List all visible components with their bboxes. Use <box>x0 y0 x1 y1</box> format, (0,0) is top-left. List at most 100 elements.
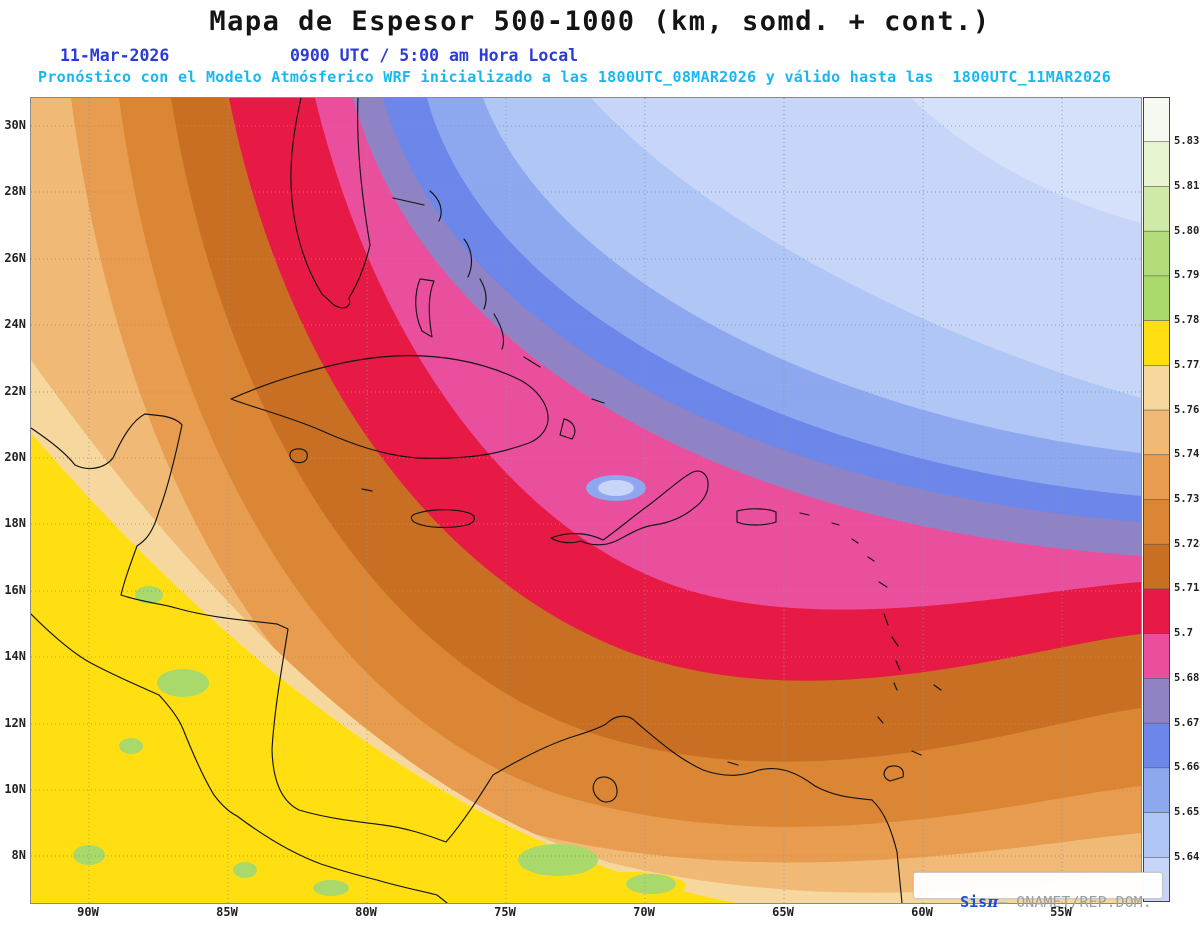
colorbar-label: 5.64 <box>1174 850 1200 863</box>
colorbar-label: 5.831 <box>1174 135 1200 148</box>
green-max-patch <box>157 669 209 697</box>
green-max-patch <box>313 880 349 896</box>
colorbar-segment <box>1143 320 1170 367</box>
colorbar-border <box>1143 97 1170 902</box>
coastline-path <box>429 190 442 222</box>
colorbar-segment <box>1143 454 1170 501</box>
lat-label: 30N <box>4 118 26 132</box>
coastline-path <box>891 636 899 647</box>
coastline-path <box>851 538 859 544</box>
colorbar-segment <box>1143 97 1170 143</box>
colorbar-segment <box>1143 812 1170 859</box>
colorbar-label: 5.724 <box>1174 537 1200 550</box>
coastline-path <box>289 448 308 464</box>
green-max-patch <box>119 738 143 754</box>
coastline-path <box>933 684 942 691</box>
colorbar-segment <box>1143 365 1170 411</box>
green-max-patch <box>233 862 257 878</box>
coastline-path <box>831 522 840 526</box>
colorbar-label: 5.676 <box>1174 716 1200 729</box>
colorbar-label: 5.748 <box>1174 448 1200 461</box>
colorbar-segment <box>1143 678 1170 724</box>
colorbar-label: 5.772 <box>1174 358 1200 371</box>
coastline-path <box>867 556 875 562</box>
watermark-agency: — ONAMET/REP.DOM. <box>998 893 1152 911</box>
lat-label: 26N <box>4 251 26 265</box>
coastline-path <box>31 613 448 903</box>
coastline-path <box>877 716 884 724</box>
colorbar-segment <box>1143 499 1170 546</box>
green-max-patch <box>135 586 163 604</box>
coastline-path <box>410 509 475 529</box>
coastline-path <box>736 508 777 526</box>
map-canvas <box>30 97 1142 904</box>
coastline-path <box>463 238 473 278</box>
colorbar: 5.831 5.819 5.807 5.795 5.783 5.772 5.76 5.748 5… <box>1143 97 1200 902</box>
colorbar-strip <box>1143 97 1170 902</box>
colorbar-segment <box>1143 186 1170 232</box>
coastline-path <box>591 398 605 404</box>
contour-band <box>31 433 1141 903</box>
colorbar-label: 5.664 <box>1174 761 1200 774</box>
coastline-path <box>883 613 889 626</box>
lat-label: 24N <box>4 317 26 331</box>
forecast-line: Pronóstico con el Modelo Atmósferico WRF… <box>38 68 1112 86</box>
lon-label: 75W <box>494 905 516 919</box>
watermark-brand: Sis <box>960 893 988 911</box>
contour-map-svg <box>31 98 1141 903</box>
coastline-path <box>290 98 371 309</box>
coastline-path <box>799 512 810 516</box>
coastline-path <box>361 488 373 492</box>
colorbar-segment <box>1143 409 1170 456</box>
colorbar-label: 5.76 <box>1174 403 1200 416</box>
green-max-patch <box>626 874 676 894</box>
colorbar-segment <box>1143 141 1170 188</box>
lat-label: 8N <box>11 848 26 862</box>
watermark: Sisπ— ONAMET/REP.DOM. <box>913 872 1163 911</box>
cold-spot-inner <box>598 480 634 496</box>
lat-label: 16N <box>4 583 26 597</box>
coastline-path <box>230 355 549 459</box>
lat-label: 10N <box>4 782 26 796</box>
map-time: 0900 UTC / 5:00 am Hora Local <box>290 46 579 65</box>
lon-label: 65W <box>772 905 794 919</box>
coastline-path <box>550 470 709 546</box>
colorbar-label: 5.712 <box>1174 582 1200 595</box>
coastline-path <box>493 313 505 350</box>
coastline-path <box>878 581 888 588</box>
lat-label: 28N <box>4 184 26 198</box>
lat-label: 14N <box>4 649 26 663</box>
datetime-line: 11-Mar-2026 0900 UTC / 5:00 am Hora Loca… <box>0 46 1200 66</box>
lat-label: 22N <box>4 384 26 398</box>
coastline-path <box>592 776 618 803</box>
lat-label: 12N <box>4 716 26 730</box>
colorbar-label: 5.7 <box>1174 627 1193 640</box>
lon-label: 60W <box>911 905 933 919</box>
colorbar-label: 5.688 <box>1174 671 1200 684</box>
coastline-path <box>479 278 487 310</box>
coastline-path <box>727 761 739 766</box>
colorbar-segment <box>1143 275 1170 322</box>
lon-label: 90W <box>77 905 99 919</box>
colorbar-segment <box>1143 230 1170 277</box>
colorbar-label: 5.795 <box>1174 269 1200 282</box>
colorbar-segment <box>1143 588 1170 635</box>
colorbar-segment <box>1143 722 1170 769</box>
lat-label: 18N <box>4 516 26 530</box>
map-date: 11-Mar-2026 <box>60 46 170 65</box>
lon-label: 55W <box>1050 905 1072 919</box>
colorbar-segment <box>1143 543 1170 590</box>
coastline-path <box>895 660 901 671</box>
colorbar-segment <box>1143 767 1170 814</box>
green-max-patch <box>518 844 598 876</box>
colorbar-label: 5.819 <box>1174 179 1200 192</box>
colorbar-label: 5.736 <box>1174 493 1200 505</box>
colorbar-label: 5.807 <box>1174 224 1200 237</box>
lon-label: 80W <box>355 905 377 919</box>
coastline-path <box>392 197 425 206</box>
coastline-path <box>911 750 922 756</box>
coastline-path <box>523 356 541 368</box>
colorbar-segment <box>1143 633 1170 680</box>
colorbar-label: 5.783 <box>1174 314 1200 327</box>
coastline-path <box>893 682 898 691</box>
